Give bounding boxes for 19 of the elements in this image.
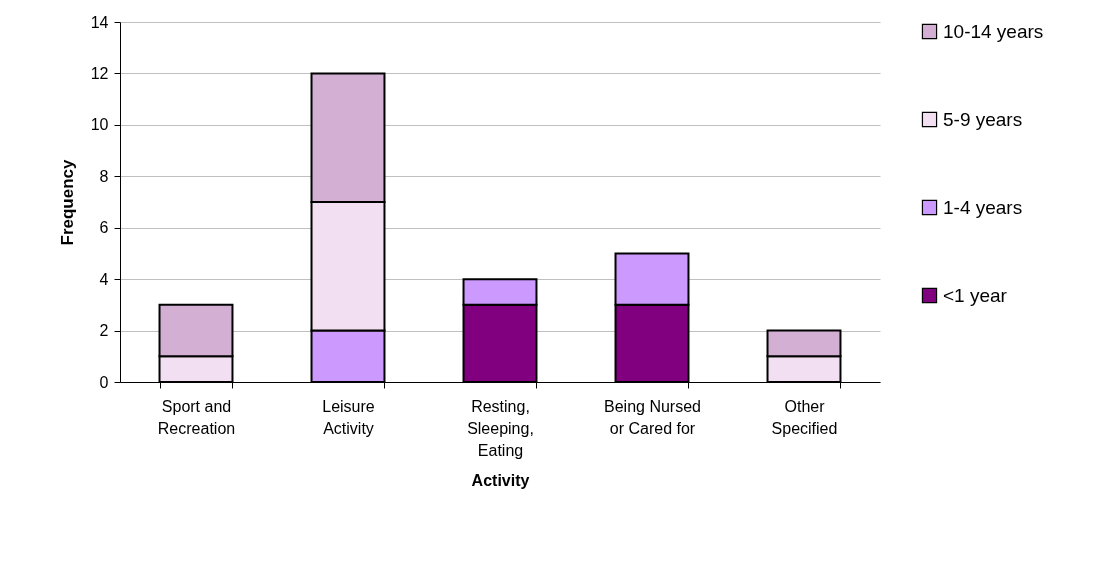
y-tick-label: 8 — [99, 167, 109, 185]
y-tick-label: 6 — [99, 219, 109, 237]
y-tick-label: 4 — [99, 270, 109, 288]
x-tick-label: Sport and Recreation — [157, 397, 236, 437]
legend-label: <1 year — [943, 284, 1008, 306]
x-tick-label: Resting, Sleeping, Eating — [467, 397, 534, 459]
x-tick-label: Other Specified — [771, 397, 838, 437]
legend-label: 10-14 years — [943, 20, 1044, 42]
y-tick-label: 14 — [90, 13, 109, 31]
y-tick-label: 10 — [90, 116, 109, 134]
y-tick-label: 0 — [99, 373, 109, 391]
y-tick-label: 2 — [99, 322, 109, 340]
legend-label: 1-4 years — [943, 196, 1023, 218]
x-tick-label: Being Nursed or Cared for — [604, 397, 701, 437]
legend-label: 5-9 years — [943, 108, 1023, 130]
x-tick-label: Leisure Activity — [322, 397, 375, 437]
x-axis-title: Activity — [471, 471, 530, 489]
y-axis-title: Frequency — [57, 158, 77, 246]
y-tick-label: 12 — [90, 64, 109, 82]
